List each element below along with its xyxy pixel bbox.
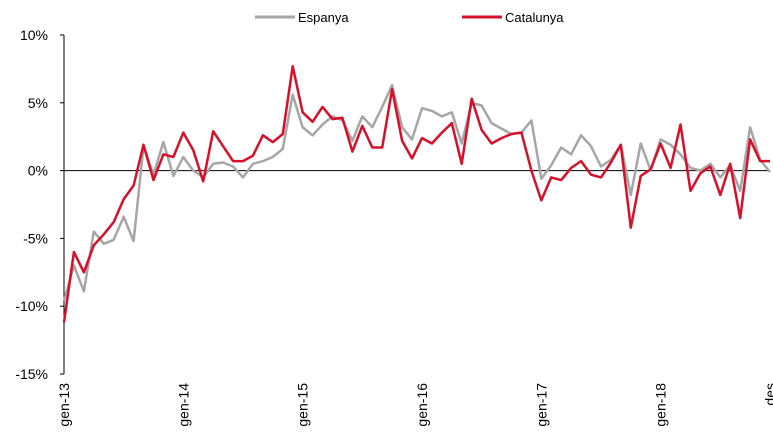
- x-tick-label: gen-13: [56, 383, 72, 427]
- x-tick-label: gen-17: [533, 383, 549, 427]
- x-tick-label: gen-16: [414, 383, 430, 427]
- y-tick-label: -15%: [15, 366, 48, 382]
- x-tick-label: gen-18: [653, 383, 669, 427]
- legend-label: Catalunya: [505, 10, 564, 25]
- x-tick-label: des: [762, 383, 773, 406]
- series-line: [62, 64, 770, 323]
- y-tick-label: -10%: [15, 298, 48, 314]
- x-tick-label: gen-15: [295, 383, 311, 427]
- series-line: [62, 83, 771, 302]
- y-tick-label: -5%: [23, 230, 48, 246]
- y-tick-label: 0%: [28, 163, 48, 179]
- y-tick-label: 5%: [28, 95, 48, 111]
- x-tick-label: gen-14: [175, 383, 191, 427]
- legend-label: Espanya: [298, 10, 349, 25]
- y-tick-label: 10%: [20, 27, 48, 43]
